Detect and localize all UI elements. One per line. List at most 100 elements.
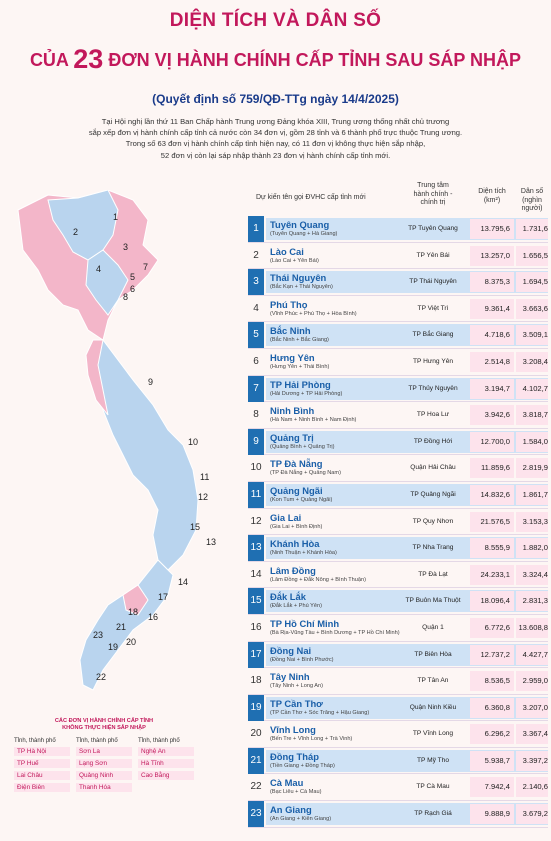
- area-value: 8.375,3: [484, 277, 510, 287]
- pop-cell-bg: [516, 351, 548, 372]
- admin-center: TP Tân An: [417, 677, 449, 685]
- population-value: 3.367,4: [522, 729, 548, 739]
- legend-item: Cao Bằng: [138, 771, 194, 780]
- area-cell-bg: [470, 219, 514, 239]
- col-pop-line: Dân số: [520, 188, 544, 195]
- admin-center: TP Thủy Nguyên: [408, 384, 458, 392]
- area-value: 9.888,9: [484, 809, 510, 819]
- province-name: TP Đà Nẵng: [270, 458, 323, 470]
- row-number: 20: [250, 728, 262, 740]
- area-value: 12.700,0: [480, 436, 510, 446]
- area-cell-bg: [470, 644, 514, 665]
- area-cell-bg: [470, 405, 514, 426]
- map-region-south: [79, 559, 174, 691]
- row-number: 1: [248, 216, 264, 242]
- row-number: 12: [250, 515, 262, 527]
- population-value: 1.584,0: [522, 436, 548, 446]
- province-name: Đồng Tháp: [270, 750, 319, 762]
- row-number: 17: [248, 641, 264, 668]
- area-cell-bg: [470, 351, 514, 372]
- admin-center: TP Quy Nhơn: [412, 517, 454, 525]
- population-value: 2.959,0: [522, 676, 548, 686]
- province-name: Ninh Bình: [270, 405, 315, 417]
- map-label: 6: [130, 284, 135, 294]
- admin-center: TP Hoa Lư: [416, 411, 450, 419]
- row-number: 16: [250, 621, 262, 633]
- area-value: 4.718,6: [484, 330, 510, 340]
- table-row: 5 Bắc Ninh (Bắc Ninh + Bắc Giang) TP Bắc Gi…: [248, 322, 548, 349]
- area-value: 5.938,7: [484, 755, 510, 765]
- table-row: 7 TP Hải Phòng (Hải Dương + TP Hải Phòng) T…: [248, 375, 548, 403]
- map-label: 1: [113, 212, 118, 222]
- merged-provinces: (Hà Nam + Ninh Bình + Nam Định): [270, 417, 357, 424]
- map-label: 12: [198, 492, 208, 502]
- col-pop-line: (nghìn người): [521, 196, 543, 213]
- intro-text: Tại Hội nghị lần thứ 11 Ban Chấp hành Tr…: [60, 116, 491, 161]
- merged-provinces: (Quảng Bình + Quảng Trị): [270, 443, 335, 450]
- subtitle-suffix: ĐƠN VỊ HÀNH CHÍNH CẤP TỈNH SAU SÁP NHẬP: [103, 50, 522, 70]
- table-row: 12 Gia Lai (Gia Lai + Bình Định) TP Quy Nhơ…: [248, 509, 548, 536]
- province-name: Cà Mau: [270, 777, 304, 789]
- population-value: 1.731,6: [522, 224, 548, 233]
- population-value: 3.818,7: [522, 410, 548, 420]
- row-number: 22: [250, 781, 262, 793]
- table-row: 2 Lào Cai (Lào Cai + Yên Bái) TP Yên Bái 13.…: [248, 243, 548, 270]
- row-number: 2: [253, 249, 259, 261]
- merged-provinces: (Đồng Nai + Bình Phước): [270, 656, 334, 663]
- population-value: 3.679,2: [522, 809, 548, 819]
- province-name: Vĩnh Long: [270, 724, 316, 736]
- population-value: 3.324,4: [522, 569, 548, 579]
- merged-provinces: (Lào Cai + Yên Bái): [270, 257, 319, 264]
- province-name: Đồng Nai: [270, 644, 312, 656]
- area-cell-bg: [470, 538, 514, 559]
- merged-provinces: (Lâm Đồng + Đắk Nông + Bình Thuận): [270, 576, 366, 583]
- map-label: 5: [130, 272, 135, 282]
- pop-cell-bg: [516, 804, 548, 825]
- pop-cell-bg: [516, 272, 548, 293]
- table-row: 14 Lâm Đồng (Lâm Đồng + Đắk Nông + Bình Th…: [248, 562, 548, 589]
- pop-cell-bg: [516, 591, 548, 612]
- page-subtitle: CỦA 23 ĐƠN VỊ HÀNH CHÍNH CẤP TỈNH SAU SÁ…: [0, 44, 551, 75]
- population-value: 1.694,5: [522, 277, 548, 287]
- map-label: 9: [148, 377, 153, 387]
- legend-item: Lạng Sơn: [76, 759, 132, 768]
- table-body: 1 Tuyên Quang (Tuyên Quang + Hà Giang) TP T…: [248, 216, 548, 828]
- area-cell-bg: [470, 378, 514, 399]
- intro-line: Tại Hội nghị lần thứ 11 Ban Chấp hành Tr…: [101, 117, 450, 126]
- province-name: Hưng Yên: [270, 351, 315, 363]
- row-number: 3: [248, 269, 264, 296]
- row-number: 11: [248, 481, 264, 508]
- admin-center: TP Quảng Ngãi: [410, 490, 456, 498]
- area-value: 13.795,6: [480, 224, 510, 233]
- area-value: 11.859,6: [481, 463, 510, 473]
- legend-title: KHÔNG THỰC HIỆN SẮP NHẬP: [62, 725, 146, 731]
- map-label: 2: [73, 227, 78, 237]
- admin-center: TP Đồng Hới: [413, 437, 453, 445]
- map-label: 17: [158, 592, 168, 602]
- table-row: 1 Tuyên Quang (Tuyên Quang + Hà Giang) TP T…: [248, 216, 548, 243]
- province-name: Đắk Lắk: [270, 591, 306, 603]
- population-value: 2.140,6: [522, 782, 548, 792]
- row-number: 23: [248, 801, 264, 828]
- map-label: 4: [96, 264, 101, 274]
- table-row: 13 Khánh Hòa (Ninh Thuận + Khánh Hòa) TP Nh…: [248, 535, 548, 562]
- population-value: 3.153,3: [522, 516, 548, 526]
- col-area-line: Diện tích: [478, 188, 506, 195]
- map-region-central-pink: [85, 339, 109, 416]
- province-name: TP Hồ Chí Minh: [270, 617, 340, 629]
- row-number: 14: [250, 568, 262, 580]
- admin-center: TP Thái Nguyên: [409, 278, 457, 286]
- table-row: 16 TP Hồ Chí Minh (Bà Rịa-Vũng Tàu + Bình …: [248, 615, 548, 642]
- col-center-line: Trung tâm: [417, 182, 449, 189]
- col-center-line: hành chính -: [413, 190, 453, 198]
- area-value: 21.576,5: [480, 516, 510, 526]
- population-value: 1.656,5: [522, 250, 548, 260]
- admin-center: TP Biên Hòa: [414, 650, 452, 658]
- row-number: 15: [248, 588, 264, 615]
- pop-cell-bg: [516, 697, 548, 718]
- admin-center: TP Bắc Giang: [412, 331, 454, 339]
- admin-center: TP Cà Mau: [416, 783, 450, 791]
- merged-provinces: (Tây Ninh + Long An): [270, 683, 324, 690]
- table-row: 22 Cà Mau (Bạc Liêu + Cà Mau) TP Cà Mau 7.94…: [248, 774, 548, 802]
- merged-provinces: (Vĩnh Phúc + Phú Thọ + Hòa Bình): [270, 310, 357, 317]
